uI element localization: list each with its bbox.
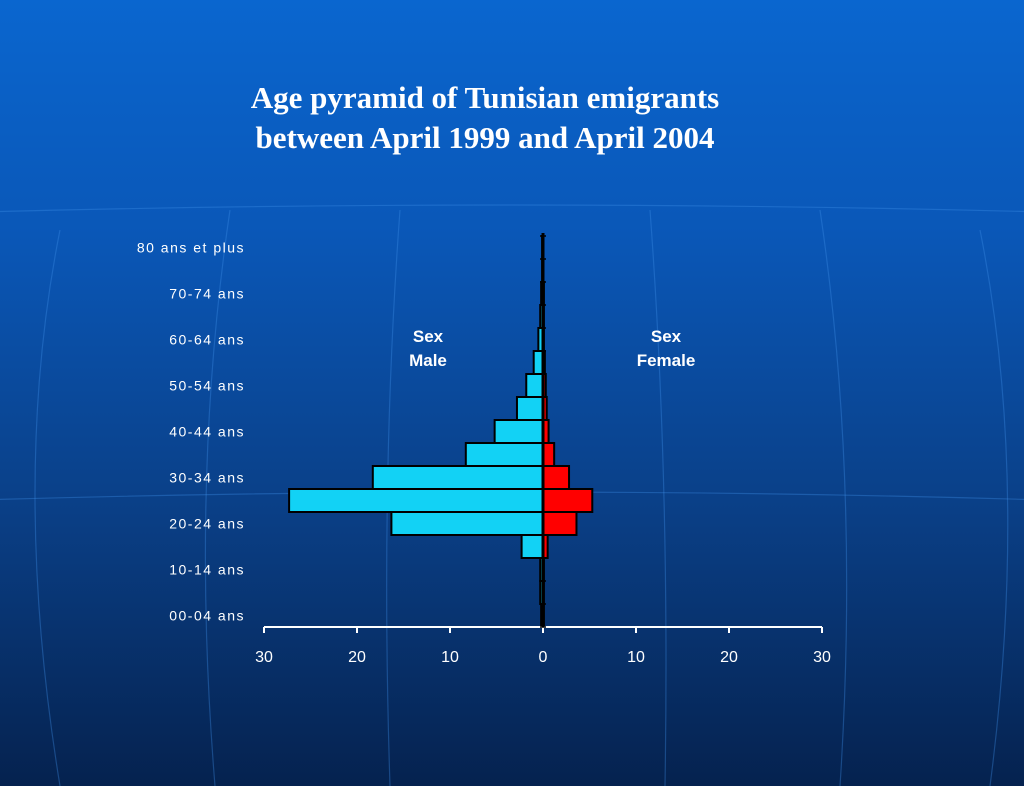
x-tick-label-4: 10	[627, 649, 645, 666]
x-tick-label-6: 30	[813, 649, 831, 666]
bar-female-5	[542, 488, 594, 513]
bar-female-7	[542, 442, 556, 467]
slide-title: Age pyramid of Tunisian emigrants betwee…	[180, 78, 790, 158]
age-group-labels: 00-04 ans 10-14 ans 20-24 ans 30-34 ans 40-4…	[137, 240, 245, 624]
bar-male-7	[464, 442, 544, 467]
bar-male-9	[515, 396, 545, 421]
bar-male-10	[525, 373, 545, 398]
x-tick-label-0: 30	[255, 649, 273, 666]
age-label-7: 70-74 ans	[169, 286, 245, 302]
age-label-0: 00-04 ans	[169, 608, 245, 624]
bar-female-6	[542, 465, 571, 490]
center-axis	[540, 233, 546, 628]
bar-male-4	[390, 511, 544, 536]
age-label-3: 30-34 ans	[169, 470, 245, 486]
bar-male-6	[371, 465, 544, 490]
age-label-1: 10-14 ans	[169, 562, 245, 578]
series-label-female-line2: Female	[637, 351, 696, 370]
x-tick-label-1: 20	[348, 649, 366, 666]
bar-male-8	[493, 419, 545, 444]
female-bars	[542, 235, 594, 628]
bar-male-3	[520, 534, 544, 559]
series-label-female-line1: Sex	[651, 327, 682, 346]
x-tick-label-2: 10	[441, 649, 459, 666]
age-label-5: 50-54 ans	[169, 378, 245, 394]
title-line-1: Age pyramid of Tunisian emigrants	[250, 80, 720, 115]
series-label-male-line1: Sex	[413, 327, 444, 346]
x-tick-label-5: 20	[720, 649, 738, 666]
age-label-2: 20-24 ans	[169, 516, 245, 532]
series-label-male-line2: Male	[409, 351, 447, 370]
age-label-8: 80 ans et plus	[137, 240, 245, 256]
title-line-2: between April 1999 and April 2004	[255, 120, 715, 155]
x-axis: 30 20 10 0 10 20 30	[255, 626, 831, 666]
x-tick-label-3: 0	[539, 649, 548, 666]
bar-male-5	[288, 488, 544, 513]
age-label-6: 60-64 ans	[169, 332, 245, 348]
bar-female-4	[542, 511, 578, 536]
age-label-4: 40-44 ans	[169, 424, 245, 440]
male-bars	[288, 235, 545, 628]
